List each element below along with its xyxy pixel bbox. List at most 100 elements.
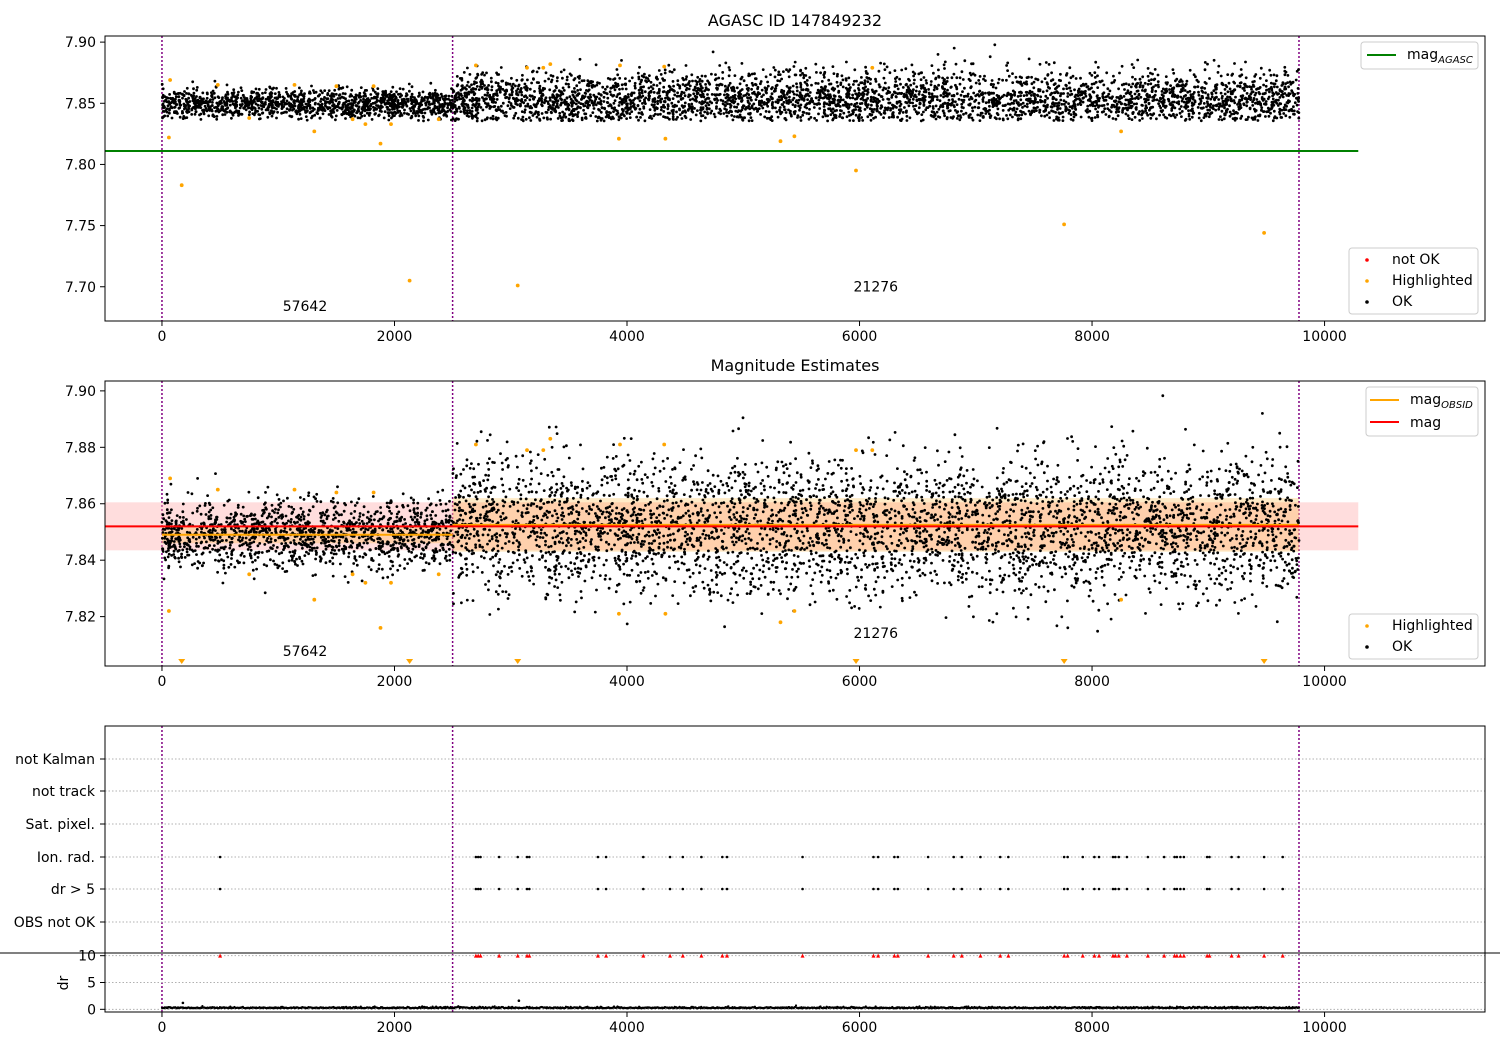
p1-ok-point bbox=[1184, 82, 1188, 86]
p1-ok-point bbox=[617, 115, 621, 118]
p1-ok-point bbox=[723, 84, 727, 88]
p1-ok-point bbox=[988, 55, 992, 59]
p1-ok-point bbox=[169, 96, 172, 100]
p1-ok-point bbox=[656, 99, 660, 103]
p1-ok-point bbox=[754, 93, 757, 96]
p1-ok-point bbox=[946, 103, 950, 107]
p1-ok-point bbox=[1168, 91, 1172, 95]
p1-ok-point bbox=[908, 116, 912, 120]
p1-ok-point bbox=[483, 73, 486, 77]
p1-ok-point bbox=[960, 105, 964, 109]
p1-ok-point bbox=[349, 115, 352, 119]
p1-ok-point bbox=[542, 116, 546, 120]
p1-ok-point bbox=[346, 103, 350, 106]
p1-ok-point bbox=[408, 89, 411, 93]
p1-ok-point bbox=[1097, 98, 1100, 102]
p1-ok-point bbox=[506, 104, 510, 108]
p1-ok-point bbox=[1129, 85, 1133, 89]
p1-ok-point bbox=[1232, 99, 1236, 102]
p1-ok-point bbox=[1133, 115, 1137, 119]
p1-ok-point bbox=[327, 89, 331, 92]
p1-ok-point bbox=[1268, 68, 1272, 72]
p1-ok-point bbox=[560, 119, 563, 122]
p1-ok-point bbox=[1160, 90, 1164, 93]
p1-ok-point bbox=[1286, 74, 1290, 77]
p1-ok-point bbox=[535, 70, 539, 74]
p1-ok-point bbox=[826, 89, 830, 93]
p1-ok-point bbox=[875, 102, 879, 106]
p1-ok-point bbox=[913, 108, 916, 111]
p1-ok-point bbox=[290, 104, 294, 108]
p1-ok-point bbox=[900, 68, 904, 72]
p1-ok-point bbox=[943, 114, 946, 118]
p1-ok-point bbox=[990, 82, 993, 86]
p1-ok-point bbox=[1144, 100, 1148, 104]
p1-ok-point bbox=[872, 108, 876, 111]
p1-ok-point bbox=[787, 75, 791, 79]
p1-ok-point bbox=[681, 111, 684, 115]
p1-ok-point bbox=[1049, 93, 1052, 97]
p1-ok-point bbox=[1277, 98, 1280, 102]
p1-ok-point bbox=[473, 104, 477, 108]
p1-ok-point bbox=[982, 107, 986, 111]
p1-ok-point bbox=[704, 104, 708, 107]
p1-ok-point bbox=[805, 79, 809, 82]
p1-ok-point bbox=[359, 112, 363, 116]
p1-ok-point bbox=[878, 85, 882, 89]
p1-ok-point bbox=[869, 95, 873, 99]
p1-ok-point bbox=[204, 107, 208, 110]
p1-ok-point bbox=[931, 110, 935, 114]
p1-ok-point bbox=[847, 110, 851, 114]
p1-ok-point bbox=[470, 114, 474, 118]
p1-ok-point bbox=[814, 62, 818, 66]
p1-ok-point bbox=[415, 100, 418, 104]
p1-ok-point bbox=[1175, 101, 1179, 104]
p1-ok-point bbox=[1053, 91, 1056, 95]
p1-ok-point bbox=[492, 94, 495, 98]
p1-ok-point bbox=[825, 96, 829, 100]
p1-ok-point bbox=[164, 109, 168, 112]
p1-ok-point bbox=[442, 108, 445, 112]
p1-ok-point bbox=[410, 102, 413, 105]
p1-ok-point bbox=[519, 87, 523, 90]
p1-ok-point bbox=[564, 82, 568, 86]
p1-ok-point bbox=[756, 85, 760, 89]
p1-ok-point bbox=[1165, 82, 1169, 86]
p1-ok-point bbox=[468, 111, 472, 115]
p1-ok-point bbox=[291, 91, 295, 94]
p1-ok-point bbox=[1057, 111, 1061, 115]
p1-ok-point bbox=[550, 111, 553, 115]
p1-ok-point bbox=[1252, 116, 1256, 120]
p1-ok-point bbox=[1154, 89, 1158, 93]
p1-ok-point bbox=[865, 105, 869, 109]
p1-ok-point bbox=[417, 95, 420, 98]
p1-ok-point bbox=[746, 89, 750, 92]
p1-ok-point bbox=[799, 85, 803, 89]
p1-ok-point bbox=[1141, 75, 1145, 79]
p1-ok-point bbox=[1179, 90, 1182, 94]
p1-ok-point bbox=[221, 107, 224, 111]
p1-ok-point bbox=[1011, 72, 1014, 75]
p1-ok-point bbox=[1221, 99, 1225, 103]
p1-ok-point bbox=[1069, 89, 1073, 93]
p1-ok-point bbox=[177, 106, 181, 110]
p1-ok-point bbox=[883, 68, 887, 71]
p1-ok-point bbox=[516, 103, 519, 107]
p1-ok-point bbox=[880, 104, 883, 108]
p1-ok-point bbox=[793, 73, 797, 77]
p1-ok-point bbox=[785, 101, 789, 105]
p1-ok-point bbox=[295, 109, 298, 113]
p1-ok-point bbox=[750, 119, 754, 122]
p1-ok-point bbox=[995, 99, 999, 103]
p1-ok-point bbox=[785, 92, 789, 96]
p1-ok-point bbox=[234, 99, 237, 103]
p1-ok-point bbox=[1134, 106, 1138, 109]
p1-ok-point bbox=[1183, 89, 1187, 92]
p1-ok-point bbox=[1074, 108, 1078, 111]
p1-ok-point bbox=[242, 93, 245, 97]
p1-ok-point bbox=[1012, 99, 1016, 103]
p1-ok-point bbox=[563, 100, 567, 104]
p1-ok-point bbox=[1020, 113, 1024, 117]
p1-ok-point bbox=[779, 98, 783, 101]
p1-ok-point bbox=[717, 76, 721, 80]
